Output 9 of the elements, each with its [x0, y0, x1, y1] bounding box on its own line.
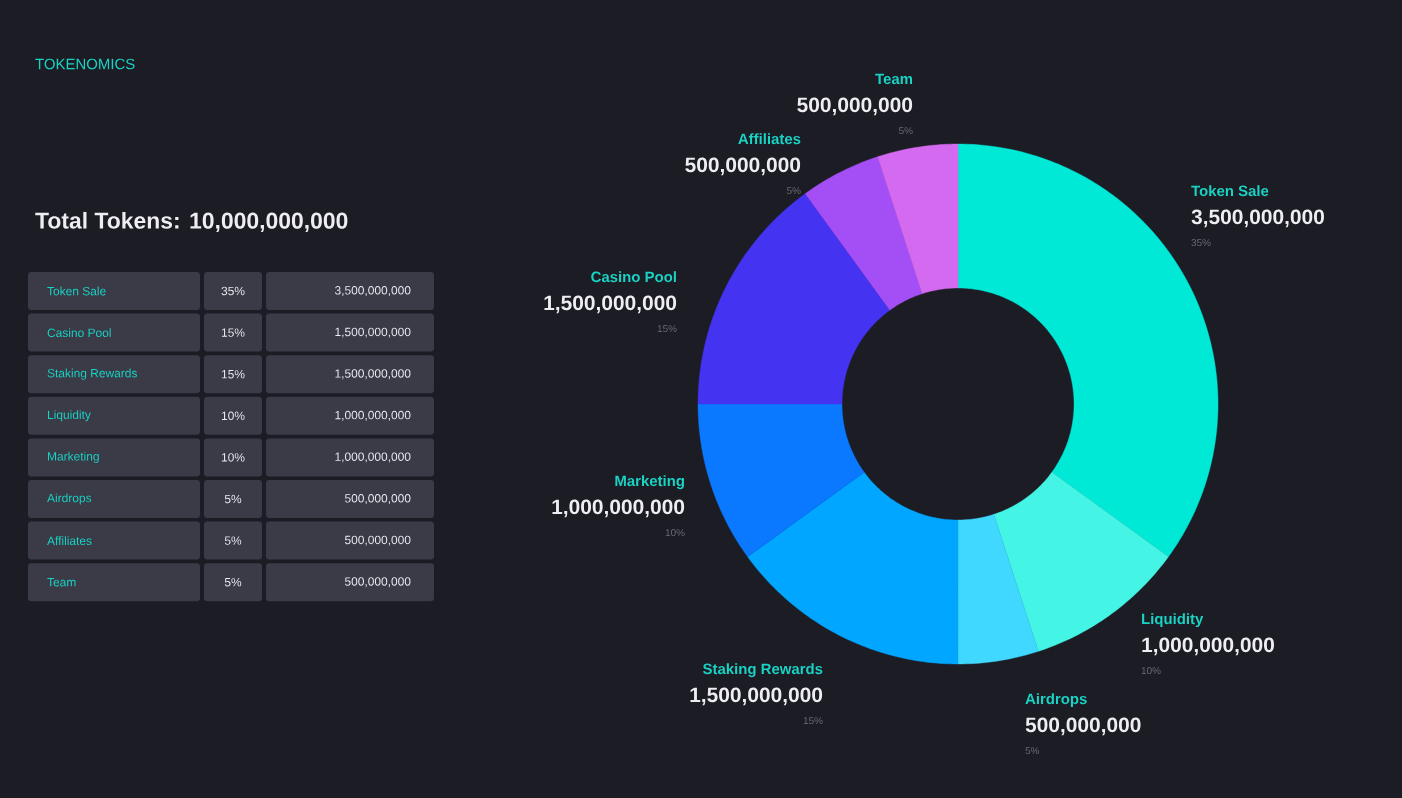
data-label: 1,500,000,000	[690, 687, 823, 706]
data-label: 1,500,000,000	[544, 295, 677, 314]
text: Total Tokens: 10,000,000,000	[35, 211, 348, 233]
data-label: 1,000,000,000	[552, 499, 685, 518]
data-label: 1,000,000,000	[1142, 637, 1274, 656]
data-label: 500,000,000	[685, 157, 801, 176]
data-label: 500,000,000	[1025, 717, 1141, 736]
data-label: 500,000,000	[797, 97, 913, 116]
data-label: 3,500,000,000	[1191, 209, 1324, 228]
